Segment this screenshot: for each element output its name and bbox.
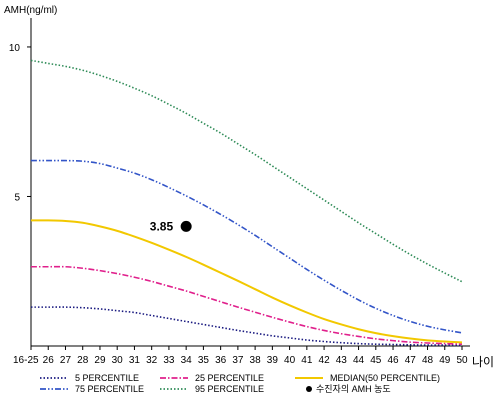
x-tick-label: 32 [146, 355, 158, 366]
series-25-percentile-line [31, 265, 463, 346]
y-tick-label: 5 [14, 192, 20, 203]
marker-layer: 3.85 [150, 219, 192, 233]
x-tick-label: 16-25 [13, 355, 39, 366]
x-tick-label: 43 [336, 355, 348, 366]
x-tick-label: 42 [319, 355, 331, 366]
patient-amh-marker [180, 220, 192, 232]
x-tick-label: 31 [129, 355, 141, 366]
series-median-50-percentile-line [30, 219, 463, 344]
axes: AMH(ng/ml) 5 10 16-25 26 27 28 29 30 31 32 33 34 35 36… [4, 5, 494, 369]
x-tick-label: 44 [353, 355, 365, 366]
legend-median-50-percentile-label: MEDIAN(50 PERCENTILE) [330, 373, 440, 383]
legend-95-percentile-label: 95 PERCENTILE [195, 384, 264, 394]
x-tick-label: 47 [405, 355, 417, 366]
x-tick-label: 29 [94, 355, 106, 366]
x-tick-label: 34 [181, 355, 193, 366]
x-tick-label: 45 [370, 355, 382, 366]
x-tick-label: 41 [301, 355, 313, 366]
legend: 5 PERCENTILE 25 PERCENTILE MEDIAN(50 PERCE… [40, 373, 440, 394]
x-tick-label: 37 [232, 355, 244, 366]
x-tick-label: 30 [112, 355, 124, 366]
x-tick-label: 40 [284, 355, 296, 366]
legend-5-percentile-label: 5 PERCENTILE [75, 373, 139, 383]
legend-25-percentile-label: 25 PERCENTILE [195, 373, 264, 383]
x-tick-label: 38 [250, 355, 262, 366]
legend-75-percentile-label: 75 PERCENTILE [75, 384, 144, 394]
series-5-percentile-line [31, 306, 463, 347]
series-75-percentile-line [30, 159, 463, 334]
legend-patient-amh-label: 수진자의 AMH 농도 [316, 384, 391, 394]
x-tick-label: 26 [43, 355, 55, 366]
patient-amh-value-label: 3.85 [150, 219, 174, 233]
y-tick-label: 10 [9, 43, 21, 54]
y-axis-title: AMH(ng/ml) [4, 5, 57, 16]
x-tick-label: 49 [439, 355, 451, 366]
series-95-percentile-line [30, 59, 463, 283]
x-tick-label: 36 [215, 355, 227, 366]
x-tick-label: 39 [267, 355, 279, 366]
x-tick-label: 35 [198, 355, 210, 366]
legend-patient-amh-swatch [306, 386, 312, 392]
x-tick-label: 33 [163, 355, 175, 366]
x-tick-label: 27 [60, 355, 72, 366]
x-tick-label: 28 [77, 355, 89, 366]
series-layer [30, 59, 463, 347]
x-tick-label: 46 [387, 355, 399, 366]
x-tick-label: 48 [422, 355, 434, 366]
x-tick-label: 50 [456, 355, 468, 366]
x-axis-title: 나이 [472, 355, 494, 369]
